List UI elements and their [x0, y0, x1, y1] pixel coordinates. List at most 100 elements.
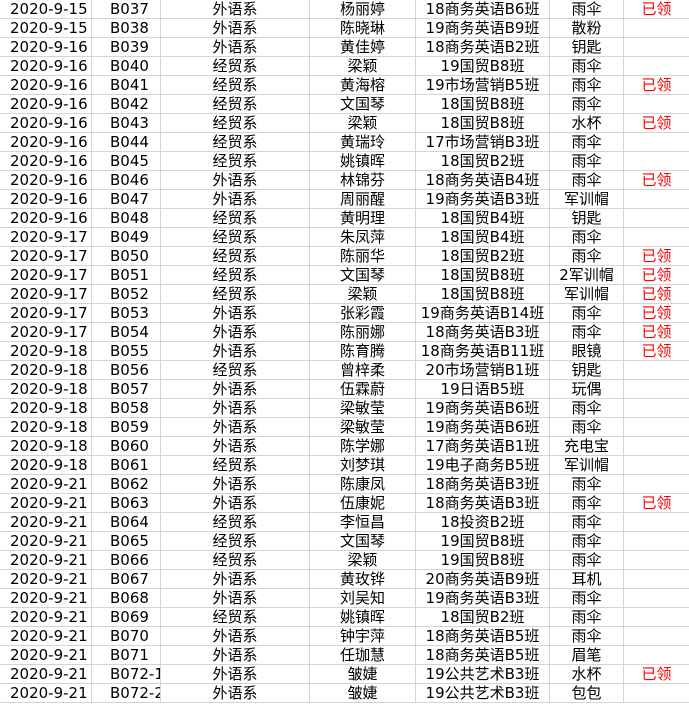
code-cell[interactable]: B070: [92, 627, 161, 645]
department-cell[interactable]: 经贸系: [161, 247, 310, 265]
date-cell[interactable]: 2020-9-17: [0, 247, 92, 265]
code-cell[interactable]: B047: [92, 190, 161, 208]
code-cell[interactable]: B058: [92, 399, 161, 417]
name-cell[interactable]: 刘梦琪: [310, 456, 416, 474]
code-cell[interactable]: B043: [92, 114, 161, 132]
class-cell[interactable]: 19商务英语B6班: [416, 399, 550, 417]
department-cell[interactable]: 外语系: [161, 190, 310, 208]
class-cell[interactable]: 18商务英语B11班: [416, 342, 550, 360]
date-cell[interactable]: 2020-9-16: [0, 171, 92, 189]
department-cell[interactable]: 外语系: [161, 342, 310, 360]
name-cell[interactable]: 陈丽华: [310, 247, 416, 265]
date-cell[interactable]: 2020-9-15: [0, 19, 92, 37]
code-cell[interactable]: B072-2: [92, 684, 161, 702]
class-cell[interactable]: 19国贸B8班: [416, 551, 550, 569]
item-cell[interactable]: 雨伞: [550, 494, 624, 512]
date-cell[interactable]: 2020-9-21: [0, 684, 92, 702]
class-cell[interactable]: 19商务英语B14班: [416, 304, 550, 322]
name-cell[interactable]: 陈育腾: [310, 342, 416, 360]
date-cell[interactable]: 2020-9-21: [0, 551, 92, 569]
class-cell[interactable]: 19商务英语B3班: [416, 589, 550, 607]
code-cell[interactable]: B071: [92, 646, 161, 664]
code-cell[interactable]: B060: [92, 437, 161, 455]
department-cell[interactable]: 经贸系: [161, 532, 310, 550]
class-cell[interactable]: 19国贸B8班: [416, 57, 550, 75]
status-cell[interactable]: [624, 152, 689, 170]
status-cell[interactable]: [624, 57, 689, 75]
name-cell[interactable]: 文国琴: [310, 95, 416, 113]
name-cell[interactable]: 陈晓琳: [310, 19, 416, 37]
code-cell[interactable]: B052: [92, 285, 161, 303]
class-cell[interactable]: 17商务英语B1班: [416, 437, 550, 455]
department-cell[interactable]: 经贸系: [161, 95, 310, 113]
date-cell[interactable]: 2020-9-17: [0, 323, 92, 341]
name-cell[interactable]: 伍康妮: [310, 494, 416, 512]
class-cell[interactable]: 20市场营销B1班: [416, 361, 550, 379]
department-cell[interactable]: 经贸系: [161, 209, 310, 227]
date-cell[interactable]: 2020-9-21: [0, 570, 92, 588]
date-cell[interactable]: 2020-9-17: [0, 285, 92, 303]
date-cell[interactable]: 2020-9-21: [0, 513, 92, 531]
date-cell[interactable]: 2020-9-18: [0, 437, 92, 455]
date-cell[interactable]: 2020-9-18: [0, 456, 92, 474]
class-cell[interactable]: 18国贸B8班: [416, 266, 550, 284]
code-cell[interactable]: B051: [92, 266, 161, 284]
status-cell[interactable]: [624, 627, 689, 645]
date-cell[interactable]: 2020-9-16: [0, 133, 92, 151]
name-cell[interactable]: 黄明理: [310, 209, 416, 227]
date-cell[interactable]: 2020-9-18: [0, 418, 92, 436]
status-cell[interactable]: 已领: [641, 665, 672, 683]
item-cell[interactable]: 钥匙: [550, 38, 624, 56]
date-cell[interactable]: 2020-9-21: [0, 608, 92, 626]
name-cell[interactable]: 梁敏莹: [310, 418, 416, 436]
status-cell[interactable]: [624, 95, 689, 113]
code-cell[interactable]: B054: [92, 323, 161, 341]
class-cell[interactable]: 19公共艺术B3班: [416, 665, 550, 683]
status-cell[interactable]: [624, 399, 689, 417]
name-cell[interactable]: 黄玫铧: [310, 570, 416, 588]
date-cell[interactable]: 2020-9-16: [0, 190, 92, 208]
code-cell[interactable]: B072-1: [92, 665, 161, 683]
code-cell[interactable]: B059: [92, 418, 161, 436]
department-cell[interactable]: 经贸系: [161, 228, 310, 246]
name-cell[interactable]: 陈康凤: [310, 475, 416, 493]
status-cell[interactable]: [624, 589, 689, 607]
status-cell[interactable]: [624, 608, 689, 626]
item-cell[interactable]: 雨伞: [550, 171, 624, 189]
class-cell[interactable]: 18国贸B8班: [416, 285, 550, 303]
name-cell[interactable]: 陈学娜: [310, 437, 416, 455]
code-cell[interactable]: B057: [92, 380, 161, 398]
name-cell[interactable]: 姚镇晖: [310, 152, 416, 170]
department-cell[interactable]: 外语系: [161, 38, 310, 56]
class-cell[interactable]: 18投资B2班: [416, 513, 550, 531]
item-cell[interactable]: 雨伞: [550, 152, 624, 170]
department-cell[interactable]: 外语系: [161, 475, 310, 493]
name-cell[interactable]: 周丽醒: [310, 190, 416, 208]
status-cell[interactable]: [624, 456, 689, 474]
name-cell[interactable]: 杨丽婷: [310, 0, 416, 18]
status-cell[interactable]: [624, 551, 689, 569]
class-cell[interactable]: 19商务英语B9班: [416, 19, 550, 37]
class-cell[interactable]: 18商务英语B3班: [416, 475, 550, 493]
department-cell[interactable]: 经贸系: [161, 285, 310, 303]
item-cell[interactable]: 2军训帽: [550, 266, 624, 284]
code-cell[interactable]: B068: [92, 589, 161, 607]
department-cell[interactable]: 外语系: [161, 646, 310, 664]
name-cell[interactable]: 文国琴: [310, 266, 416, 284]
name-cell[interactable]: 黄佳婷: [310, 38, 416, 56]
item-cell[interactable]: 雨伞: [550, 228, 624, 246]
code-cell[interactable]: B050: [92, 247, 161, 265]
status-cell[interactable]: 已领: [641, 114, 672, 132]
date-cell[interactable]: 2020-9-16: [0, 76, 92, 94]
class-cell[interactable]: 19公共艺术B3班: [416, 684, 550, 702]
item-cell[interactable]: 雨伞: [550, 589, 624, 607]
code-cell[interactable]: B046: [92, 171, 161, 189]
status-cell[interactable]: [624, 475, 689, 493]
name-cell[interactable]: 黄瑞玲: [310, 133, 416, 151]
class-cell[interactable]: 18商务英语B4班: [416, 171, 550, 189]
date-cell[interactable]: 2020-9-16: [0, 114, 92, 132]
department-cell[interactable]: 外语系: [161, 627, 310, 645]
code-cell[interactable]: B042: [92, 95, 161, 113]
class-cell[interactable]: 18国贸B8班: [416, 95, 550, 113]
item-cell[interactable]: 包包: [550, 684, 624, 702]
